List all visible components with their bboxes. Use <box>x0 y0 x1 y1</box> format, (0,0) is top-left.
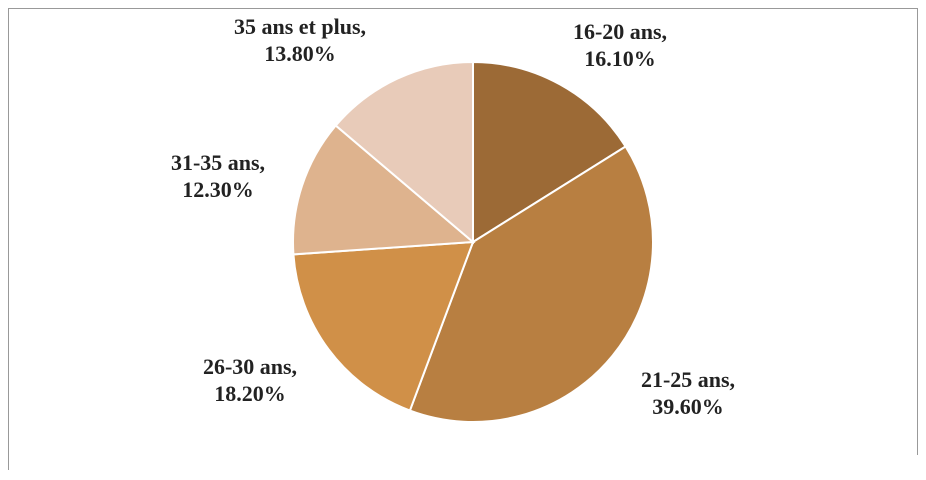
chart-frame <box>8 8 918 470</box>
slice-value-label: 13.80% <box>264 41 336 66</box>
slice-category-label: 35 ans et plus, <box>234 14 366 39</box>
slice-value-label: 39.60% <box>652 394 724 419</box>
pie-slice <box>408 145 654 423</box>
slice-value-label: 16.10% <box>584 46 656 71</box>
slice-category-label: 16-20 ans, <box>573 19 667 44</box>
pie-slice <box>292 124 476 256</box>
pie-slice <box>292 240 475 412</box>
pie-slice <box>334 60 474 245</box>
pie-slice <box>472 60 627 244</box>
slice-category-label: 26-30 ans, <box>203 354 297 379</box>
slice-category-label: 31-35 ans, <box>171 150 265 175</box>
slice-category-label: 21-25 ans, <box>641 367 735 392</box>
slice-value-label: 18.20% <box>214 381 286 406</box>
slice-value-label: 12.30% <box>182 177 254 202</box>
